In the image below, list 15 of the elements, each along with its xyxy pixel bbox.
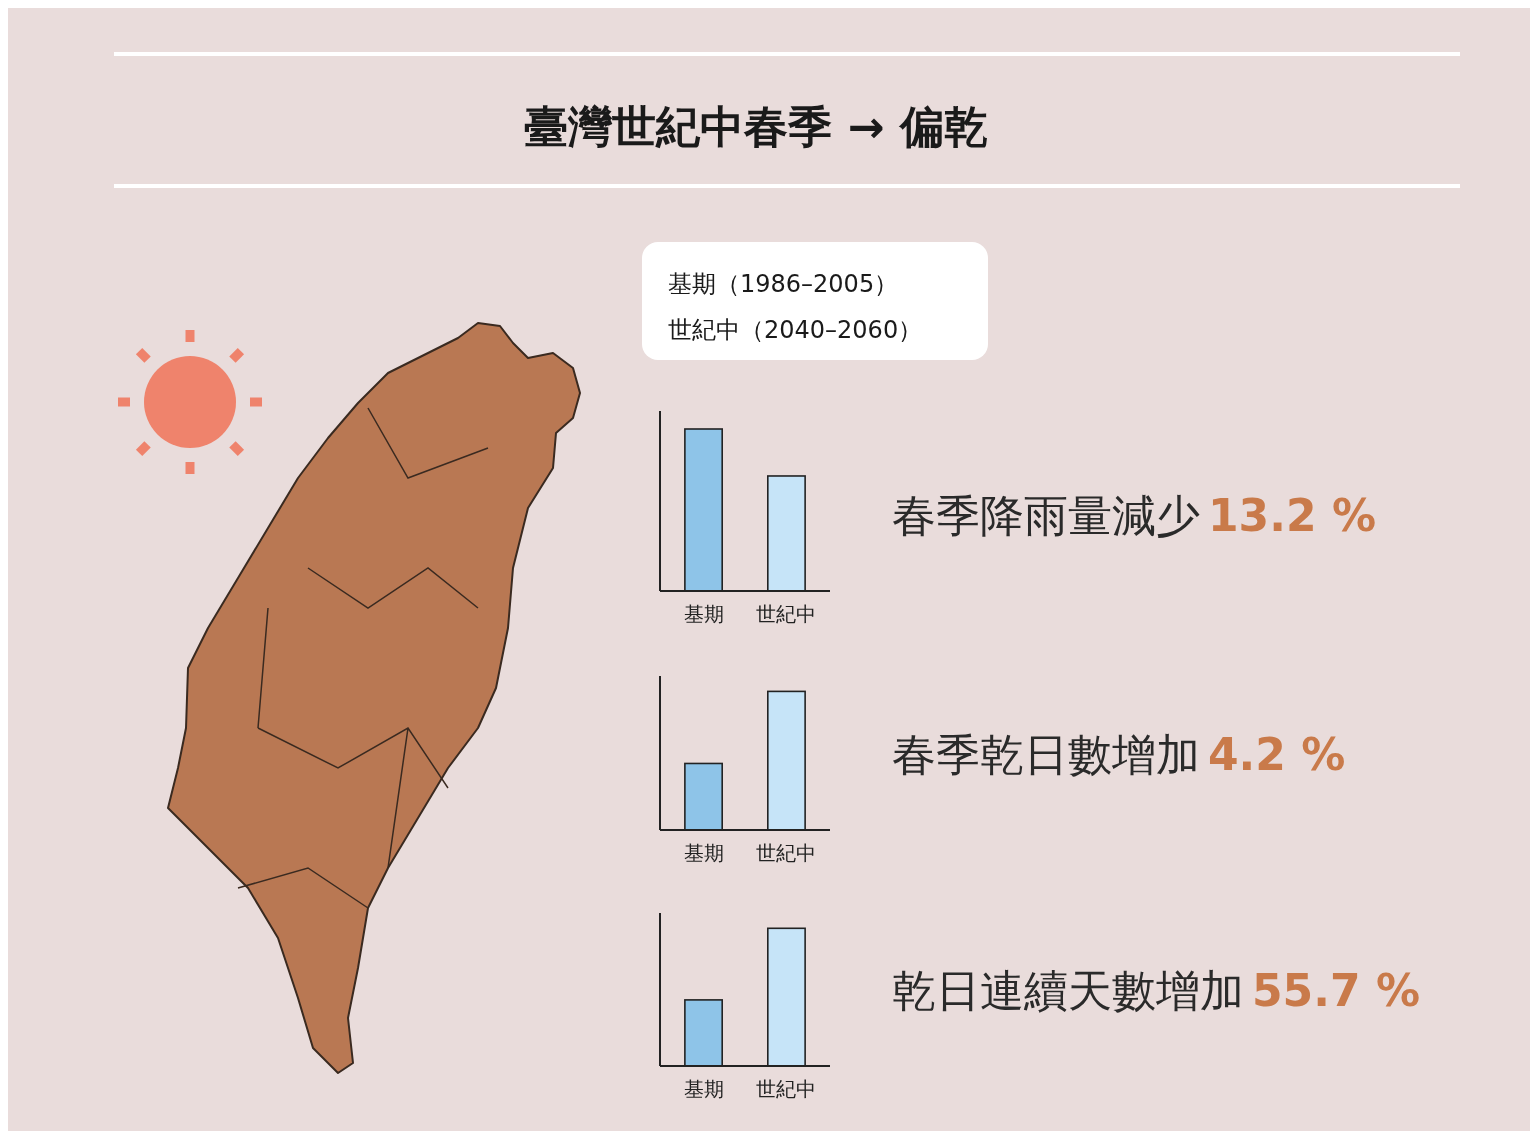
text: 13.2 %: [1208, 490, 1376, 541]
x-tick-label: 基期: [683, 602, 724, 626]
text: 4.2 %: [1208, 729, 1346, 780]
x-tick-label: 世紀中: [756, 602, 817, 626]
x-tick-label: 世紀中: [756, 1077, 817, 1101]
x-tick-label: 世紀中: [756, 841, 817, 865]
x-tick-label: 基期: [683, 1077, 724, 1101]
x-tick-label: 基期: [683, 841, 724, 865]
text: 55.7 %: [1252, 965, 1420, 1016]
chart-title: 臺灣世紀中春季 → 偏乾: [524, 101, 988, 152]
text: 乾日連續天數增加: [892, 965, 1244, 1016]
text: 基期（1986–2005）: [668, 270, 899, 298]
text: 春季乾日數增加: [892, 729, 1200, 780]
text: 世紀中（2040–2060）: [668, 316, 923, 344]
text: 春季降雨量減少: [892, 490, 1200, 541]
